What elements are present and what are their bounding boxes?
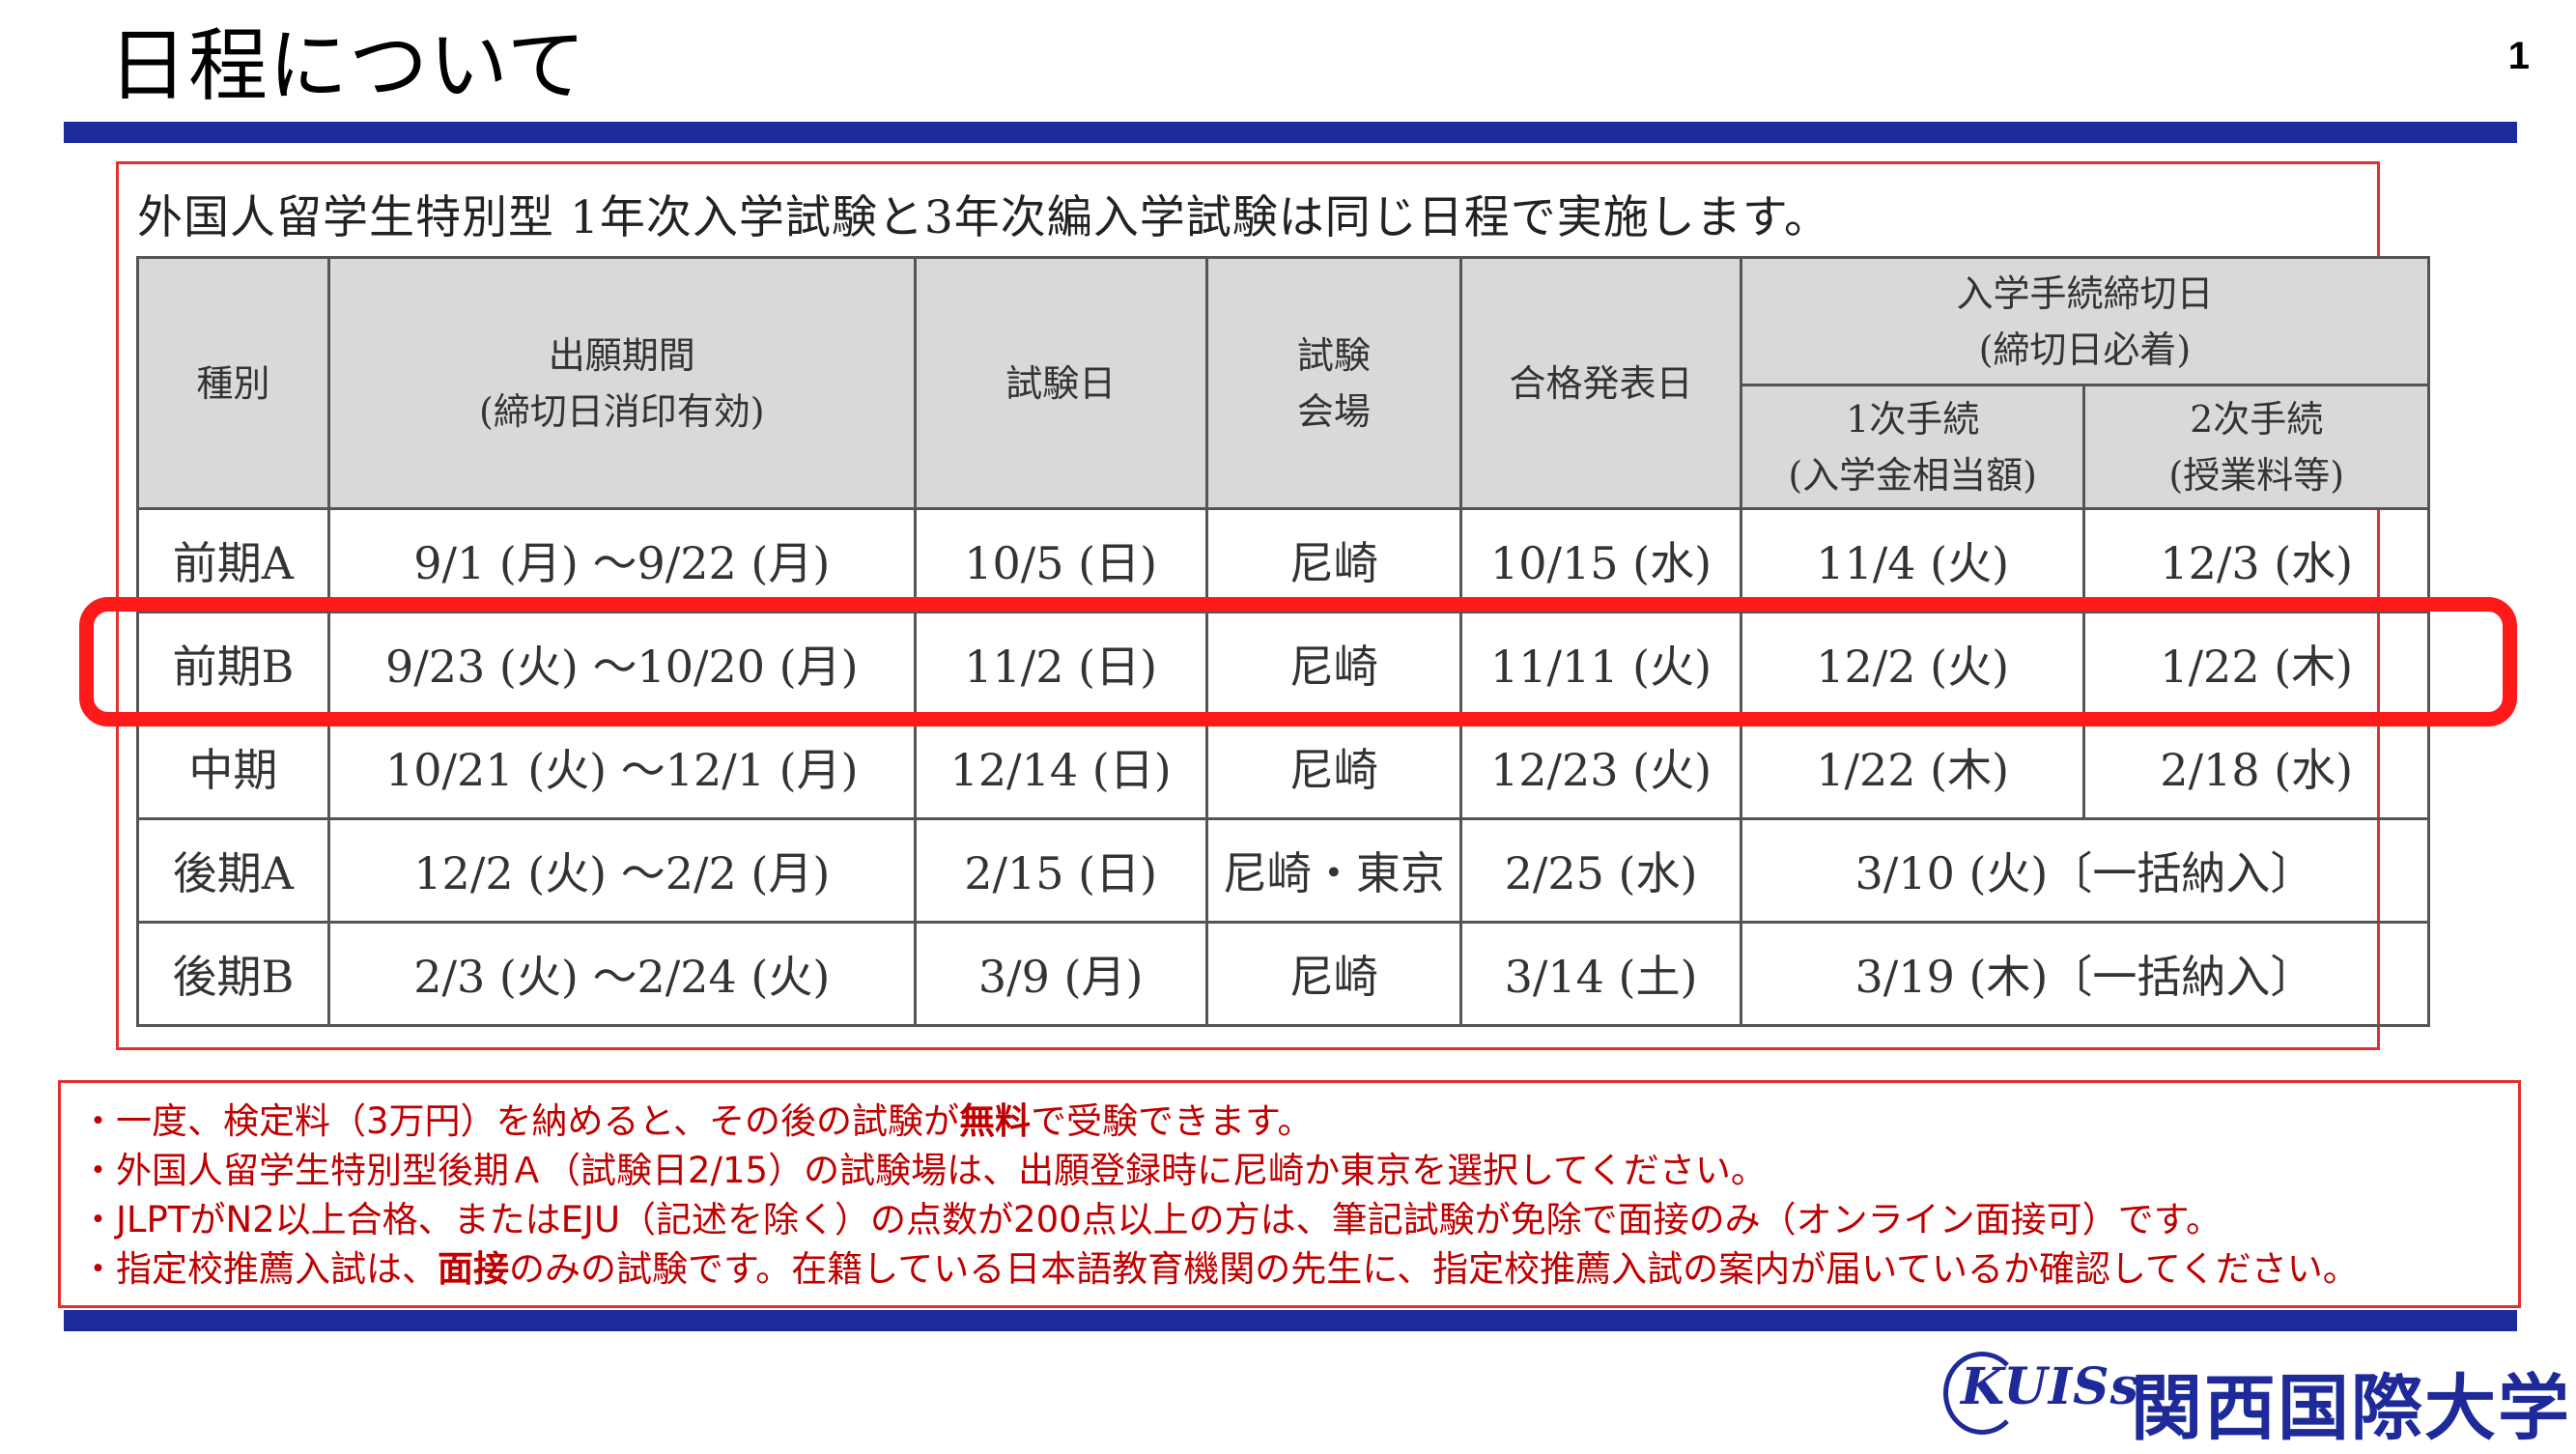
cell-combined-payment: 3/19 (木)〔一括納入〕 [1739, 921, 2431, 1027]
table-row: 中期 10/21 (火) ～12/1 (月) 12/14 (日) 尼崎 12/2… [136, 714, 2430, 820]
cell-exam: 3/9 (月) [913, 921, 1208, 1027]
cell-combined-payment: 3/10 (火)〔一括納入〕 [1739, 817, 2431, 924]
cell-period: 9/1 (月) ～9/22 (月) [326, 507, 917, 613]
cell-exam: 11/2 (日) [913, 611, 1208, 717]
cell-type: 前期B [136, 611, 330, 717]
note-line: ・一度、検定料（3万円）を納めると、その後の試験が無料で受験できます。 [80, 1100, 1314, 1142]
cell-period: 10/21 (火) ～12/1 (月) [326, 714, 917, 820]
cell-venue: 尼崎 [1204, 611, 1463, 717]
cell-exam: 12/14 (日) [913, 714, 1208, 820]
cell-exam: 2/15 (日) [913, 817, 1208, 924]
logo-arc-icon [1943, 1352, 2021, 1435]
header-venue: 試験 会場 [1204, 256, 1463, 510]
university-name: 関西国際大学 [2131, 1367, 2571, 1450]
cell-first: 1/22 (木) [1739, 714, 2086, 820]
university-logo-mark: KUISs [1943, 1352, 2139, 1435]
header-type: 種別 [136, 256, 330, 510]
bottom-divider-bar [64, 1310, 2517, 1331]
header-result-date: 合格発表日 [1459, 256, 1742, 510]
cell-result: 3/14 (土) [1459, 921, 1742, 1027]
cell-period: 12/2 (火) ～2/2 (月) [326, 817, 917, 924]
table-row: 前期B 9/23 (火) ～10/20 (月) 11/2 (日) 尼崎 11/1… [136, 611, 2430, 717]
cell-first: 12/2 (火) [1739, 611, 2086, 717]
cell-venue: 尼崎 [1204, 714, 1463, 820]
notes-box: ・一度、検定料（3万円）を納めると、その後の試験が無料で受験できます。 ・外国人… [58, 1080, 2521, 1308]
cell-venue: 尼崎 [1204, 921, 1463, 1027]
cell-type: 前期A [136, 507, 330, 613]
table-row: 後期A 12/2 (火) ～2/2 (月) 2/15 (日) 尼崎・東京 2/2… [136, 817, 2431, 924]
cell-result: 2/25 (水) [1459, 817, 1742, 924]
cell-second: 12/3 (水) [2082, 507, 2430, 613]
cell-type: 後期A [136, 817, 330, 924]
note-line: ・外国人留学生特別型後期Ａ（試験日2/15）の試験場は、出願登録時に尼崎か東京を… [80, 1150, 1767, 1191]
cell-first: 11/4 (火) [1739, 507, 2086, 613]
cell-type: 中期 [136, 714, 330, 820]
header-procedure-deadline: 入学手続締切日 (締切日必着) [1739, 256, 2431, 386]
schedule-intro: 外国人留学生特別型 1年次入学試験と3年次編入学試験は同じ日程で実施します。 [137, 191, 1831, 244]
row-highlight-outline [79, 597, 2517, 727]
cell-period: 9/23 (火) ～10/20 (月) [326, 611, 917, 717]
table-row: 後期B 2/3 (火) ～2/24 (火) 3/9 (月) 尼崎 3/14 (土… [136, 921, 2431, 1027]
cell-venue: 尼崎 [1204, 507, 1463, 613]
cell-venue: 尼崎・東京 [1204, 817, 1463, 924]
page-number: 1 [2507, 35, 2530, 77]
note-line: ・JLPTがN2以上合格、またはEJU（記述を除く）の点数が200点以上の方は、… [80, 1199, 2222, 1240]
top-divider-bar [64, 122, 2517, 143]
note-emphasis: 無料 [959, 1100, 1032, 1142]
header-application-period: 出願期間 (締切日消印有効) [326, 256, 917, 510]
cell-result: 12/23 (火) [1459, 714, 1742, 820]
cell-exam: 10/5 (日) [913, 507, 1208, 613]
header-exam-date: 試験日 [913, 256, 1208, 510]
cell-result: 11/11 (火) [1459, 611, 1742, 717]
page-title: 日程について [108, 20, 587, 112]
header-second-procedure: 2次手続 (授業料等) [2082, 384, 2430, 510]
cell-type: 後期B [136, 921, 330, 1027]
header-first-procedure: 1次手続 (入学金相当額) [1739, 384, 2086, 510]
note-emphasis: 面接 [438, 1248, 509, 1290]
cell-second: 2/18 (水) [2082, 714, 2430, 820]
schedule-table: 種別 出願期間 (締切日消印有効) 試験日 試験 会場 合格発表日 入学手続締切… [136, 256, 2431, 1027]
note-line: ・指定校推薦入試は、面接のみの試験です。在籍している日本語教育機関の先生に、指定… [80, 1248, 2359, 1290]
cell-period: 2/3 (火) ～2/24 (火) [326, 921, 917, 1027]
table-row: 前期A 9/1 (月) ～9/22 (月) 10/5 (日) 尼崎 10/15 … [136, 507, 2430, 613]
